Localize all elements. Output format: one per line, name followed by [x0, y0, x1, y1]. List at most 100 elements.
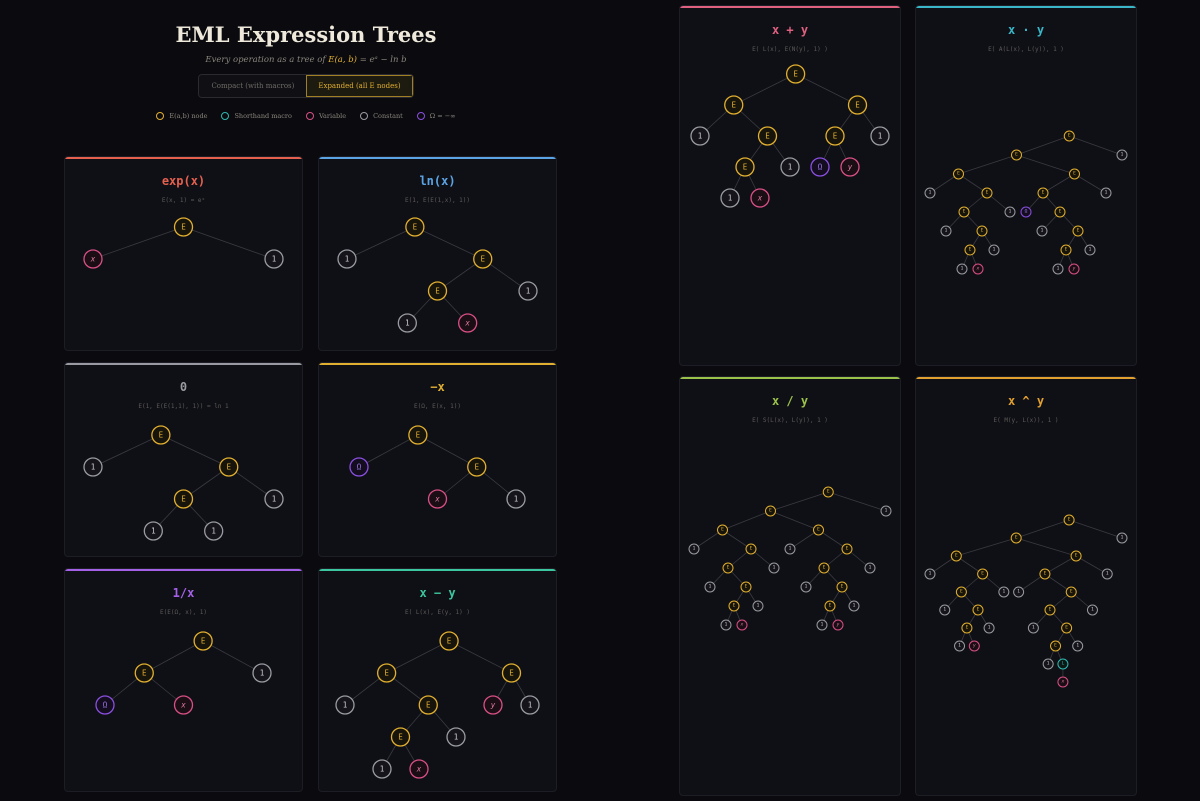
- e-node: E: [745, 543, 757, 555]
- tree-edge: [346, 226, 416, 260]
- svg-text:1: 1: [260, 669, 265, 678]
- e-node: E: [1065, 586, 1077, 598]
- expression-tree: E E E 1 E E 1 E E 1 y 1 1 E E 1 E E 1 E E 1 Lx 1 1 1 1: [924, 514, 1128, 688]
- card-formula: E( S(L(x), L(y)), 1 ): [752, 417, 828, 424]
- svg-text:E: E: [1068, 133, 1071, 139]
- tree-edge: [1042, 173, 1075, 194]
- svg-text:E: E: [1015, 152, 1018, 158]
- expanded-mode-button[interactable]: Expanded (all E nodes): [306, 75, 413, 97]
- svg-text:1: 1: [91, 463, 96, 472]
- e-node: E: [724, 95, 744, 115]
- e-node: E: [1050, 640, 1062, 652]
- svg-text:E: E: [435, 287, 440, 296]
- svg-text:1: 1: [773, 565, 776, 571]
- svg-text:1: 1: [821, 622, 824, 628]
- svg-text:1: 1: [725, 622, 728, 628]
- constant-node: 1: [264, 249, 284, 269]
- svg-text:E: E: [181, 495, 186, 504]
- e-node: E: [958, 206, 970, 218]
- constant-node: 1: [988, 244, 1000, 256]
- card-accent-line: [680, 6, 900, 8]
- svg-text:1: 1: [869, 565, 872, 571]
- svg-text:E: E: [957, 171, 960, 177]
- svg-text:1: 1: [993, 247, 996, 253]
- card-power: x ^ y E( M(y, L(x)), 1 ) E E E 1 E E 1 E E 1 y 1 1 E E 1 E…: [915, 376, 1137, 796]
- tree-edge: [828, 491, 887, 512]
- e-node: E: [408, 425, 428, 445]
- card-accent-line: [65, 363, 302, 365]
- svg-text:E: E: [841, 584, 844, 590]
- svg-text:E: E: [1059, 209, 1062, 215]
- constant-node: 1: [780, 157, 800, 177]
- svg-text:Ω: Ω: [818, 163, 823, 172]
- constant-node: 1: [518, 281, 538, 301]
- card-accent-line: [916, 6, 1136, 8]
- svg-text:E: E: [960, 589, 963, 595]
- e-node: E: [847, 95, 868, 115]
- legend-label: Shorthand macro: [234, 112, 292, 120]
- svg-text:y: y: [1072, 267, 1076, 272]
- svg-text:E: E: [827, 489, 830, 495]
- svg-text:E: E: [142, 669, 147, 678]
- constant-node: 1: [1101, 568, 1113, 580]
- variable-node: x: [427, 489, 448, 509]
- variable-node: x: [1057, 676, 1069, 688]
- svg-text:y: y: [490, 701, 496, 710]
- tree-edge: [144, 640, 204, 674]
- svg-text:x: x: [976, 267, 980, 272]
- svg-text:E: E: [1044, 571, 1047, 577]
- omega-node: Ω: [95, 695, 115, 715]
- svg-text:E: E: [416, 431, 421, 440]
- tree-edge: [770, 510, 819, 531]
- svg-text:E: E: [1042, 190, 1045, 196]
- svg-text:1: 1: [1089, 247, 1092, 253]
- svg-text:x: x: [180, 701, 186, 710]
- card-title: ln(x): [419, 174, 456, 188]
- variable-swatch-icon: [305, 112, 314, 120]
- card-formula: E( M(y, L(x)), 1 ): [993, 417, 1059, 424]
- svg-text:E: E: [1070, 589, 1073, 595]
- tree-edge: [818, 529, 848, 550]
- constant-node: 1: [1116, 149, 1128, 161]
- e-node: E: [376, 663, 397, 683]
- subtitle-suffix: = eᵃ − ln b: [359, 55, 407, 65]
- compact-mode-button[interactable]: Compact (with macros): [199, 75, 307, 97]
- tree-edge: [956, 537, 1017, 557]
- constant-node: 1: [1116, 532, 1128, 544]
- card-accent-line: [916, 377, 1136, 379]
- constant-node: 1: [870, 126, 890, 146]
- svg-text:1: 1: [929, 571, 932, 577]
- e-node: E: [961, 622, 973, 634]
- e-node: E: [972, 604, 984, 616]
- tree-edge: [770, 491, 829, 512]
- tree-edge: [1016, 135, 1070, 156]
- e-node: E: [473, 249, 493, 269]
- legend-item-macro: Shorthand macro: [221, 112, 292, 120]
- tree-edge: [789, 529, 819, 550]
- legend-label: Variable: [318, 112, 347, 120]
- e-node: E: [467, 457, 487, 477]
- constant-node: 1: [204, 521, 224, 541]
- omega-node: Ω: [1020, 206, 1032, 218]
- expression-tree: E 1 E E 1 x 1: [337, 217, 538, 333]
- card-title: x / y: [771, 394, 809, 408]
- svg-text:E: E: [855, 101, 860, 110]
- svg-text:E: E: [721, 527, 724, 533]
- svg-text:E: E: [765, 132, 770, 141]
- e-node: E: [173, 217, 194, 237]
- svg-text:E: E: [833, 132, 838, 141]
- card-formula: E(E(Ω, x), 1): [160, 609, 207, 616]
- svg-text:E: E: [750, 546, 753, 552]
- tree-edge: [1016, 154, 1075, 175]
- card-title: 0: [179, 380, 188, 394]
- tree-edge: [1068, 519, 1123, 539]
- variable-node: x: [83, 249, 103, 269]
- e-node: E: [822, 486, 834, 498]
- constant-node: 1: [372, 759, 392, 779]
- constant-node: 1: [1013, 586, 1025, 598]
- variable-node: x: [458, 313, 478, 333]
- svg-text:x: x: [757, 194, 763, 203]
- card-accent-line: [680, 377, 900, 379]
